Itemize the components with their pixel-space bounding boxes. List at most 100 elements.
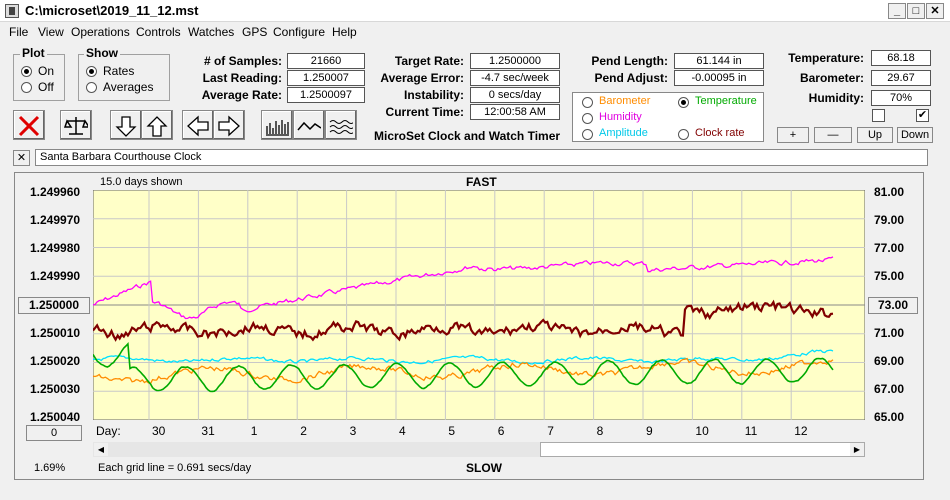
scroll-up-button[interactable]: [141, 110, 173, 140]
down-button[interactable]: Down: [897, 127, 933, 143]
wave-graph-button[interactable]: [325, 110, 357, 140]
show-averages-label: Averages: [103, 80, 154, 94]
app-icon[interactable]: [5, 4, 19, 18]
show-averages-radio[interactable]: [86, 82, 97, 93]
maximize-button[interactable]: □: [907, 3, 925, 19]
last-reading-value: 1.250007: [287, 70, 365, 86]
target-rate-label: Target Rate:: [394, 54, 464, 68]
scroll-right-arrow[interactable]: ▶: [850, 443, 864, 456]
samples-label: # of Samples:: [203, 54, 282, 68]
center-rate-button[interactable]: 1.250000: [18, 297, 90, 314]
left-tick-label: 1.249980: [30, 241, 81, 255]
percent-label: 1.69%: [34, 462, 66, 474]
temperature-label: Temperature:: [788, 51, 864, 65]
menu-view[interactable]: View: [38, 25, 64, 39]
balance-button[interactable]: [60, 110, 92, 140]
line-graph-icon: [297, 121, 321, 131]
plot-off-radio[interactable]: [21, 82, 32, 93]
average-error-value: -4.7 sec/week: [470, 70, 560, 86]
left-tick-label: 1.249960: [30, 185, 81, 199]
rate-plot[interactable]: [93, 190, 865, 420]
menu-watches[interactable]: Watches: [188, 25, 235, 39]
menu-operations[interactable]: Operations: [71, 25, 130, 39]
days-shown-label: 15.0 days shown: [100, 176, 183, 188]
up-button[interactable]: Up: [857, 127, 893, 143]
target-rate-value[interactable]: 1.2500000: [470, 53, 560, 69]
clock-name-input[interactable]: Santa Barbara Courthouse Clock: [35, 149, 928, 166]
pend-adjust-value: -0.00095 in: [674, 70, 764, 86]
window-title: C:\microset\2019_11_12.mst: [25, 3, 199, 18]
minimize-button[interactable]: _: [888, 3, 906, 19]
option-checkbox-2[interactable]: ✔: [916, 109, 929, 122]
barometer-radio[interactable]: [582, 97, 593, 108]
right-tick-label: 65.00: [874, 410, 905, 424]
day-tick-label: 4: [399, 424, 406, 438]
plot-on-radio[interactable]: [21, 66, 32, 77]
menu-gps[interactable]: GPS: [242, 25, 268, 39]
scroll-left-arrow[interactable]: ◀: [94, 443, 108, 456]
menu-controls[interactable]: Controls: [136, 25, 181, 39]
show-group-title: Show: [84, 46, 120, 60]
scroll-right-button[interactable]: [213, 110, 245, 140]
app-caption: MicroSet Clock and Watch Timer: [374, 129, 561, 143]
clear-name-button[interactable]: ✕: [13, 150, 30, 166]
pend-length-value[interactable]: 61.144 in: [674, 53, 764, 69]
title-bar: C:\microset\2019_11_12.mst _ □ ✕: [0, 0, 950, 22]
instability-label: Instability:: [403, 88, 464, 102]
left-tick-label: 1.250010: [30, 326, 81, 340]
line-graph-button[interactable]: [293, 110, 325, 140]
scroll-down-button[interactable]: [110, 110, 142, 140]
option-checkbox-1[interactable]: [872, 109, 885, 122]
average-rate-label: Average Rate:: [201, 88, 282, 102]
humidity-option-label: Humidity: [599, 111, 642, 123]
red-x-icon: [18, 115, 40, 137]
show-rates-radio[interactable]: [86, 66, 97, 77]
menu-help[interactable]: Help: [332, 25, 357, 39]
day-tick-label: 8: [596, 424, 604, 438]
left-tick-label: 1.250030: [30, 382, 81, 396]
arrow-down-icon: [115, 116, 137, 137]
left-tick-label: 1.250020: [30, 354, 81, 368]
humidity-series-line: [93, 256, 834, 320]
close-button[interactable]: ✕: [926, 3, 944, 19]
right-tick-label: 71.00: [874, 326, 905, 340]
day-tick-label: 6: [497, 424, 505, 438]
clock-rate-radio[interactable]: [678, 129, 689, 140]
center-temp-button[interactable]: 73.00: [868, 297, 918, 314]
day-tick-label: 5: [448, 424, 456, 438]
pend-adjust-label: Pend Adjust:: [594, 71, 668, 85]
right-tick-label: 79.00: [874, 213, 905, 227]
current-time-label: Current Time:: [385, 105, 464, 119]
menu-bar: File View Operations Controls Watches GP…: [0, 22, 950, 42]
show-rates-label: Rates: [103, 64, 135, 78]
scrollbar-track[interactable]: [93, 442, 541, 457]
day-label: Day:: [96, 424, 121, 438]
plot-group-title: Plot: [20, 46, 47, 60]
humidity-radio[interactable]: [582, 113, 593, 124]
right-tick-label: 81.00: [874, 185, 905, 199]
menu-file[interactable]: File: [9, 25, 29, 39]
right-tick-label: 77.00: [874, 241, 905, 255]
zero-button[interactable]: 0: [26, 425, 82, 441]
minus-button[interactable]: —: [814, 127, 852, 143]
instability-value: 0 secs/day: [470, 87, 560, 103]
day-tick-label: 7: [547, 424, 554, 438]
temperature-radio[interactable]: [678, 97, 689, 108]
right-tick-label: 69.00: [874, 354, 905, 368]
bar-graph-icon: [266, 120, 289, 136]
clear-button[interactable]: [13, 110, 45, 140]
right-tick-label: 75.00: [874, 269, 905, 283]
amplitude-radio[interactable]: [582, 129, 593, 140]
last-reading-label: Last Reading:: [202, 71, 282, 85]
arrow-right-icon: [218, 115, 240, 137]
barometer-value: 29.67: [871, 70, 931, 86]
slow-label: SLOW: [466, 461, 502, 475]
pend-length-label: Pend Length:: [591, 54, 668, 68]
humidity-label: Humidity:: [808, 91, 864, 105]
plus-button[interactable]: +: [777, 127, 809, 143]
bar-graph-button[interactable]: [261, 110, 293, 140]
scroll-left-button[interactable]: [182, 110, 214, 140]
menu-configure[interactable]: Configure: [273, 25, 326, 39]
plot-off-label: Off: [38, 80, 54, 94]
left-tick-label: 1.249970: [30, 213, 81, 227]
